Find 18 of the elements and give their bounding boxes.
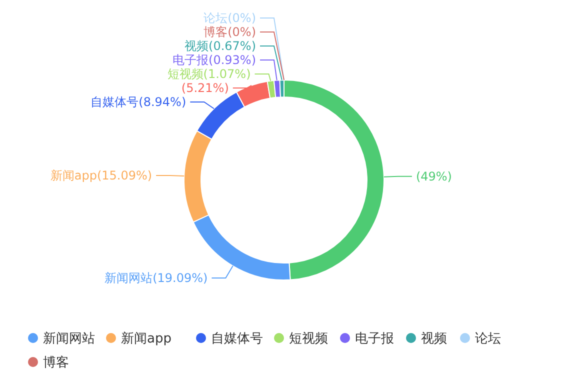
- category-label: 自媒体号(8.94%): [90, 95, 186, 110]
- category-label: 视频(0.67%): [184, 39, 256, 54]
- category-label: 新闻app(15.09%): [50, 168, 152, 183]
- legend-label: 短视频: [289, 332, 328, 347]
- legend-label: 新闻app: [121, 332, 172, 347]
- legend-label: 新闻网站: [43, 332, 95, 347]
- legend-label: 论坛: [475, 332, 501, 347]
- category-label: 短视频(1.07%): [167, 67, 251, 82]
- data-label: (5.21%): [181, 81, 229, 96]
- legend-label: 视频: [421, 332, 447, 347]
- category-label: 新闻网站(19.09%): [104, 271, 208, 286]
- legend-label: 博客: [43, 354, 69, 371]
- legend-label: 电子报: [355, 332, 394, 347]
- category-label: 电子报(0.93%): [172, 53, 256, 68]
- legend-label: 自媒体号: [211, 332, 263, 347]
- data-label: (49%): [416, 170, 452, 184]
- category-label: 论坛(0%): [204, 11, 256, 26]
- category-label: 博客(0%): [204, 25, 256, 40]
